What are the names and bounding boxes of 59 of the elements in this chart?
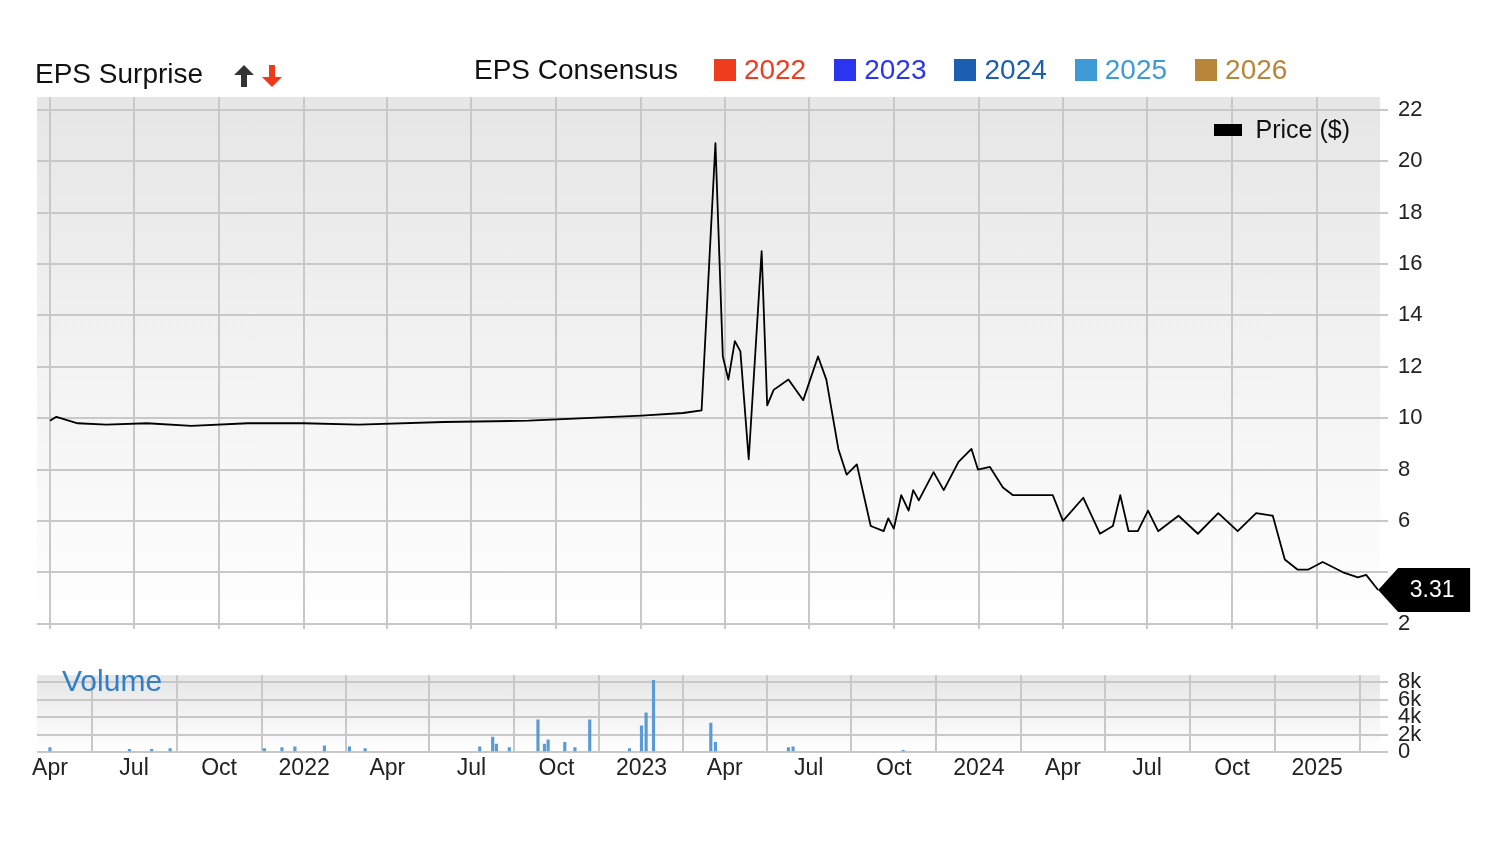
annotation: Volume [62, 664, 163, 698]
x-tick-label: Apr [1045, 754, 1082, 781]
legend-label: 2024 [984, 54, 1047, 86]
bar [280, 747, 284, 752]
bar [644, 712, 648, 752]
bar [651, 680, 656, 752]
bar [536, 719, 540, 752]
y-tick-label: 16 [1398, 250, 1423, 276]
legend-label: 2022 [743, 54, 807, 86]
x-tick-label: 2025 [1291, 754, 1343, 781]
bar [709, 722, 713, 752]
x-tick-label: Jul [794, 754, 824, 781]
x-tick-label: Jul [119, 754, 149, 781]
x-tick-label: 2024 [953, 754, 1005, 781]
bar [713, 742, 718, 752]
y-tick-label: 20 [1398, 147, 1423, 173]
bar [363, 748, 367, 752]
y-tick-label: 6 [1398, 506, 1411, 532]
legend-label: Price ($) [1255, 115, 1350, 144]
bar [293, 746, 297, 752]
x-tick-label: Oct [1214, 754, 1251, 781]
legend-title: EPS Consensus [474, 54, 678, 86]
y-tick-label: 8 [1398, 455, 1411, 481]
bar [478, 746, 482, 752]
bar [507, 747, 511, 752]
legend-label: 2025 [1104, 54, 1168, 86]
x-tick-label: Apr [706, 754, 743, 781]
bar [791, 746, 795, 752]
x-tick-label: Jul [1132, 754, 1162, 781]
bar [786, 747, 791, 752]
bar [546, 739, 550, 752]
legend-label: 2023 [864, 54, 927, 86]
x-tick-label: 2022 [278, 754, 330, 781]
bar [588, 719, 592, 752]
x-tick-label: Jul [456, 754, 487, 781]
bar [168, 748, 172, 752]
y-tick-label: 18 [1398, 198, 1423, 224]
bar [563, 742, 567, 752]
bar [347, 746, 351, 752]
y-tick-label: 2 [1398, 609, 1411, 635]
legend-label: 2026 [1225, 54, 1288, 86]
bar [491, 736, 495, 752]
x-tick-label: Oct [875, 754, 913, 781]
bar [573, 747, 577, 752]
text: EPS Surprise [35, 58, 204, 90]
x-tick-label: Apr [369, 754, 406, 781]
bar [627, 748, 632, 752]
y-tick-label: 12 [1398, 352, 1423, 378]
y-tick-label: 22 [1398, 95, 1423, 121]
y-tick-label: 14 [1398, 301, 1423, 327]
x-tick-label: Apr [32, 754, 69, 781]
x-tick-label: 2023 [615, 754, 668, 781]
x-tick-label: Oct [201, 754, 238, 781]
y-tick-label: 10 [1398, 404, 1423, 430]
annotation: 3.31 [1409, 576, 1455, 603]
x-tick-label: Oct [538, 754, 575, 781]
bar [262, 748, 266, 752]
bar [48, 747, 52, 752]
bar [639, 725, 644, 752]
